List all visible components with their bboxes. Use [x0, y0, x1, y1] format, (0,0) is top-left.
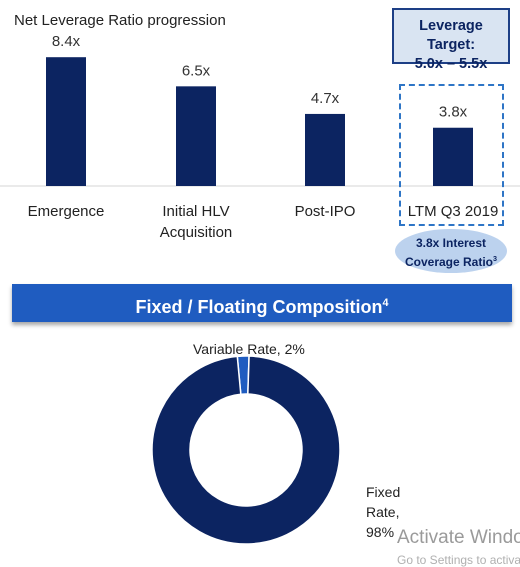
interest-coverage-line2: Coverage Ratio	[404, 255, 494, 269]
interest-coverage-bubble: 3.8x Interest Coverage Ratio3	[395, 229, 507, 273]
slice-label-variable: Variable Rate, 2%	[193, 341, 305, 357]
slice-label-fixed: 98%	[366, 524, 394, 540]
bar	[176, 86, 216, 186]
leverage-target-range: 5.0x – 5.5x	[414, 56, 488, 72]
category-label: Emergence	[28, 203, 105, 220]
activate-windows-watermark: Activate Windows	[397, 527, 520, 548]
bar	[305, 113, 345, 186]
interest-coverage-line1: 3.8x Interest	[415, 236, 487, 250]
activate-windows-subtext: Go to Settings to activate Windows.	[397, 553, 520, 567]
interest-coverage-footnote: 3	[493, 254, 498, 263]
bar-chart-title: Net Leverage Ratio progression	[14, 12, 226, 29]
bar	[46, 57, 86, 187]
bar-value-label: 6.5x	[182, 62, 211, 79]
bar-value-label: 8.4x	[52, 33, 81, 50]
interest-coverage-line2-wrap: Coverage Ratio3	[395, 251, 507, 270]
composition-banner: Fixed / Floating Composition4	[12, 284, 512, 322]
category-label: Initial HLV	[162, 203, 229, 220]
category-label: Acquisition	[160, 224, 233, 241]
leverage-target-callout: Leverage Target: 5.0x – 5.5x	[392, 8, 510, 72]
rate-donut-chart: Variable Rate, 2% Fixed Rate, 98%	[151, 341, 400, 545]
donut-slice	[151, 355, 341, 545]
category-label: Post-IPO	[295, 203, 356, 220]
slice-label-fixed: Fixed	[366, 484, 400, 500]
bar-value-label: 3.8x	[439, 104, 468, 121]
bar	[433, 127, 473, 186]
bar-value-label: 4.7x	[311, 90, 340, 107]
slice-label-fixed: Rate,	[366, 504, 399, 520]
composition-title: Fixed / Floating Composition	[135, 297, 383, 317]
leverage-target-title: Leverage Target:	[419, 18, 483, 53]
leverage-bar-chart: 8.4x Emergence 6.5x Initial HLV Acquisition 4…	[0, 33, 520, 241]
ltm-highlight-frame	[399, 84, 504, 226]
category-label: LTM Q3 2019	[408, 203, 499, 220]
composition-footnote: 4	[382, 297, 389, 309]
